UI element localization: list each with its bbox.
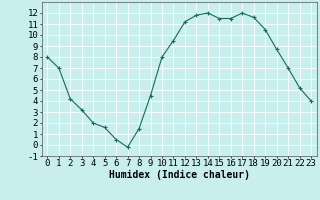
X-axis label: Humidex (Indice chaleur): Humidex (Indice chaleur) bbox=[109, 170, 250, 180]
